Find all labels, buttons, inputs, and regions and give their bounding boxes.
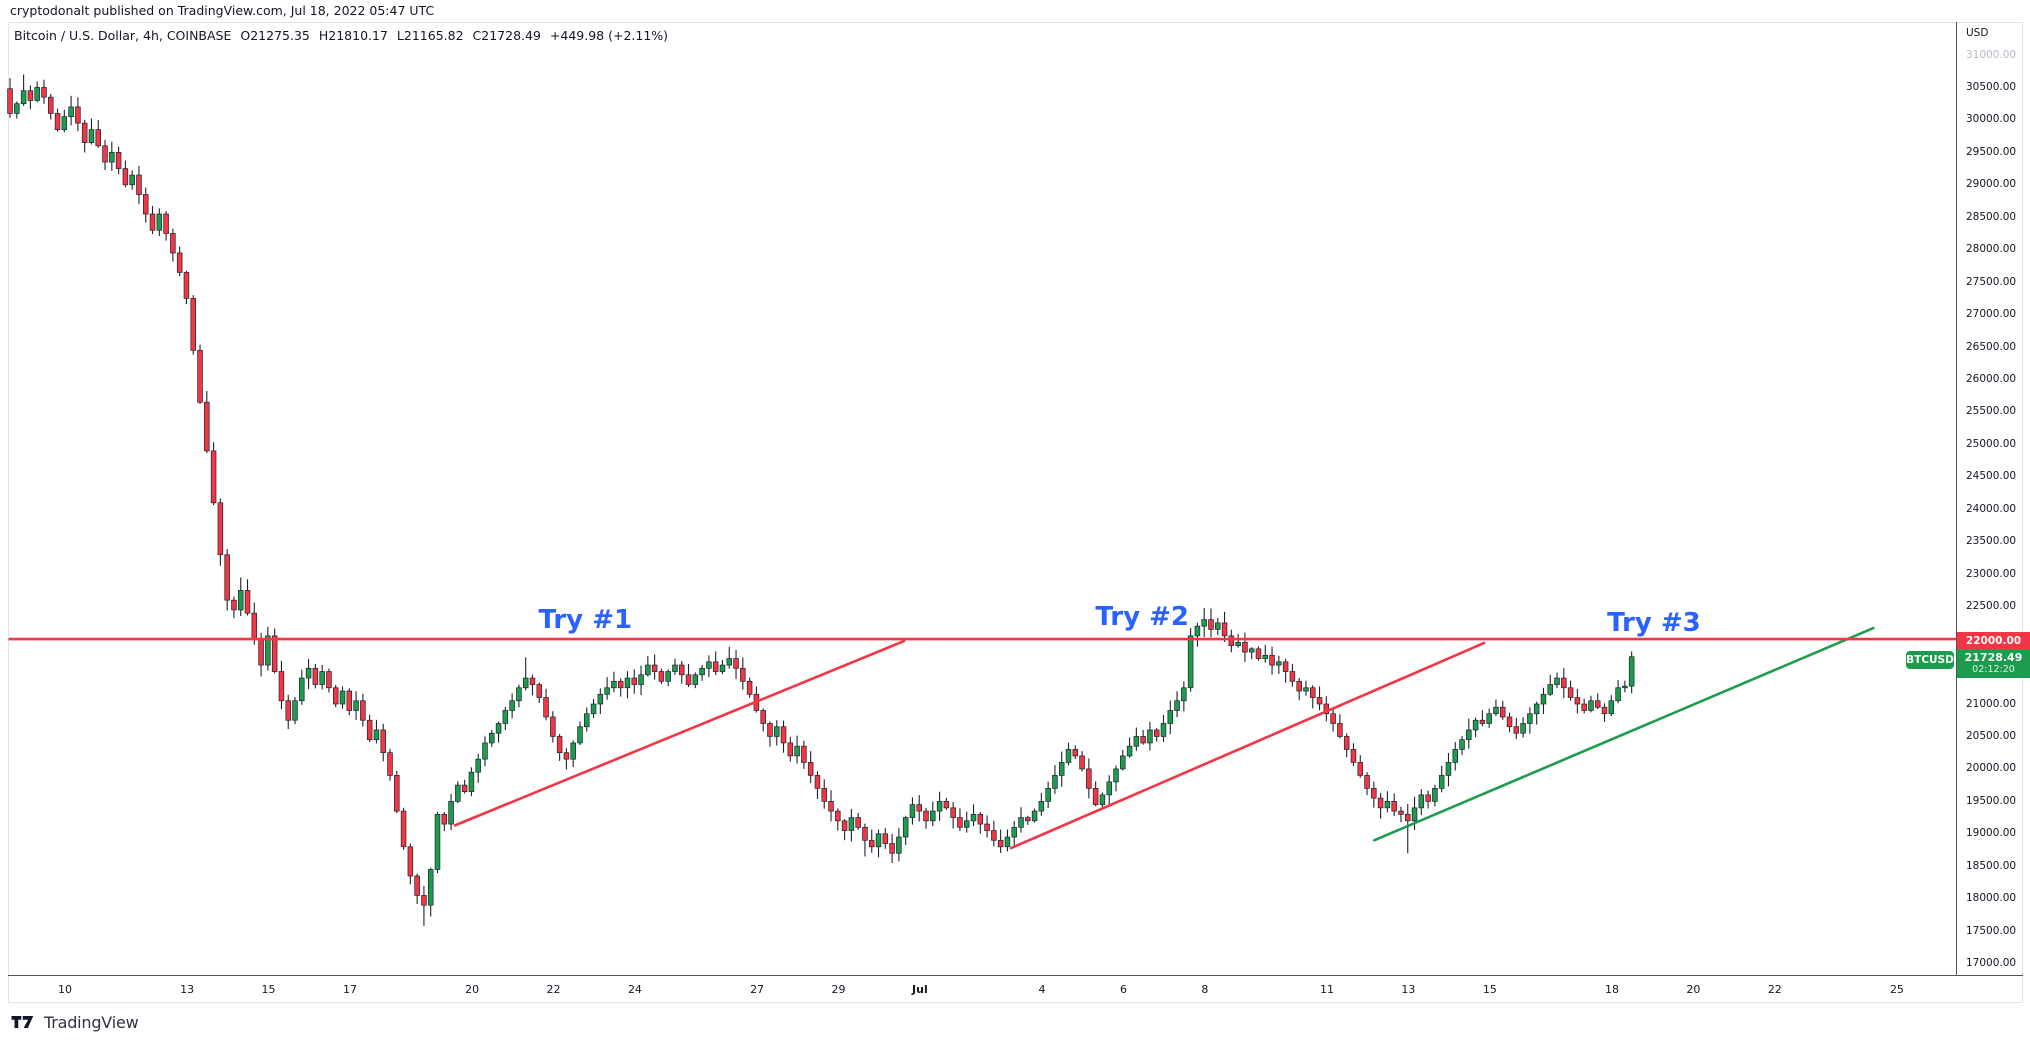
time-tick: 27 <box>750 983 765 996</box>
price-tick: 27500.00 <box>1966 275 2017 288</box>
bar-countdown: 02:12:20 <box>1972 663 2015 675</box>
time-tick: 15 <box>261 983 276 996</box>
legend-high: H21810.17 <box>318 28 388 43</box>
trendline-try-3 <box>1372 626 1875 842</box>
price-tick: 19000.00 <box>1966 827 2017 840</box>
time-tick: Jul <box>912 983 928 996</box>
time-tick: 6 <box>1119 983 1127 996</box>
time-tick: 18 <box>1604 983 1619 996</box>
price-tick: 25000.00 <box>1966 437 2017 450</box>
time-axis[interactable]: 10 13 15 17 20 22 24 27 29 Jul 4 6 8 11 13 15 18 20 22 25 <box>8 976 1956 1003</box>
price-tick: 23000.00 <box>1966 567 2017 580</box>
price-tick: 18500.00 <box>1966 859 2017 872</box>
time-tick: 13 <box>180 983 195 996</box>
time-tick: 10 <box>58 983 72 996</box>
price-tick: 27000.00 <box>1966 308 2017 321</box>
price-tick: 30500.00 <box>1966 80 2017 93</box>
price-tick: 29500.00 <box>1966 145 2017 158</box>
price-tick: 23500.00 <box>1966 535 2017 548</box>
symbol-badge: BTCUSD <box>1906 651 1954 669</box>
publisher-byline: cryptodonalt published on TradingView.co… <box>10 3 435 18</box>
time-tick: 17 <box>342 983 357 996</box>
time-tick: 25 <box>1889 983 1904 996</box>
tradingview-icon <box>11 1016 34 1028</box>
annotation-try-2: Try #2 <box>1095 602 1189 633</box>
price-tick: 30000.00 <box>1966 113 2017 126</box>
symbol-legend: Bitcoin / U.S. Dollar, 4h, COINBASE O212… <box>14 28 668 43</box>
axis-separators <box>8 22 2023 976</box>
price-tick: 26000.00 <box>1966 373 2017 385</box>
price-tick: 26500.00 <box>1966 340 2017 353</box>
price-tick: 31000.00 <box>1966 48 2017 61</box>
time-tick: 24 <box>627 983 642 996</box>
time-tick: 29 <box>831 983 846 996</box>
price-tick: 19500.00 <box>1966 794 2017 807</box>
currency-label: USD <box>1966 27 1989 39</box>
tradingview-wordmark: TradingView <box>44 1012 139 1032</box>
legend-symbol: Bitcoin / U.S. Dollar, 4h, COINBASE <box>14 28 232 43</box>
time-tick: 8 <box>1201 983 1209 996</box>
trendline-drawings <box>8 626 1956 850</box>
price-axis[interactable]: 31000.00 30500.00 30000.00 29500.00 29000.00… <box>1957 22 2030 975</box>
tradingview-logo-link[interactable]: TradingView <box>10 1011 139 1033</box>
annotation-try-3: Try #3 <box>1607 607 1701 638</box>
price-tick: 24500.00 <box>1966 470 2017 483</box>
price-tick: 17000.00 <box>1966 957 2017 970</box>
chart-frame <box>8 22 2023 1003</box>
time-tick: 22 <box>1767 983 1782 996</box>
trendline-try-2 <box>1009 641 1486 850</box>
price-tick: 21000.00 <box>1966 697 2017 710</box>
legend-open: O21275.35 <box>240 28 310 43</box>
time-tick: 22 <box>546 983 561 996</box>
last-price-label: 21728.49 02:12:20 <box>1957 650 2030 678</box>
price-tick: 25500.00 <box>1966 405 2017 418</box>
candlestick-series <box>7 74 1635 926</box>
time-tick: 4 <box>1038 983 1046 996</box>
price-tick: 28500.00 <box>1966 210 2017 223</box>
price-tick: 20500.00 <box>1966 729 2017 742</box>
price-tick: 20000.00 <box>1966 762 2017 775</box>
time-tick: 20 <box>465 983 480 996</box>
time-tick: 11 <box>1320 983 1334 996</box>
price-tick: 18000.00 <box>1966 892 2017 905</box>
price-tick: 29000.00 <box>1966 178 2017 191</box>
price-tick: 24000.00 <box>1966 502 2017 515</box>
time-tick: 15 <box>1482 983 1497 996</box>
legend-low: L21165.82 <box>396 28 464 43</box>
annotation-try-1: Try #1 <box>538 605 633 636</box>
time-tick: 20 <box>1686 983 1701 996</box>
price-tick: 17500.00 <box>1966 924 2017 937</box>
last-price-value: 21728.49 <box>1964 651 2023 665</box>
price-tick: 22500.00 <box>1966 600 2017 613</box>
price-level-label: 22000.00 <box>1957 632 2030 650</box>
legend-close: C21728.49 <box>472 28 541 43</box>
price-tick: 28000.00 <box>1966 243 2017 256</box>
trendline-try-1 <box>453 639 906 827</box>
legend-change: +449.98 (+2.11%) <box>549 28 669 43</box>
time-tick: 13 <box>1401 983 1416 996</box>
